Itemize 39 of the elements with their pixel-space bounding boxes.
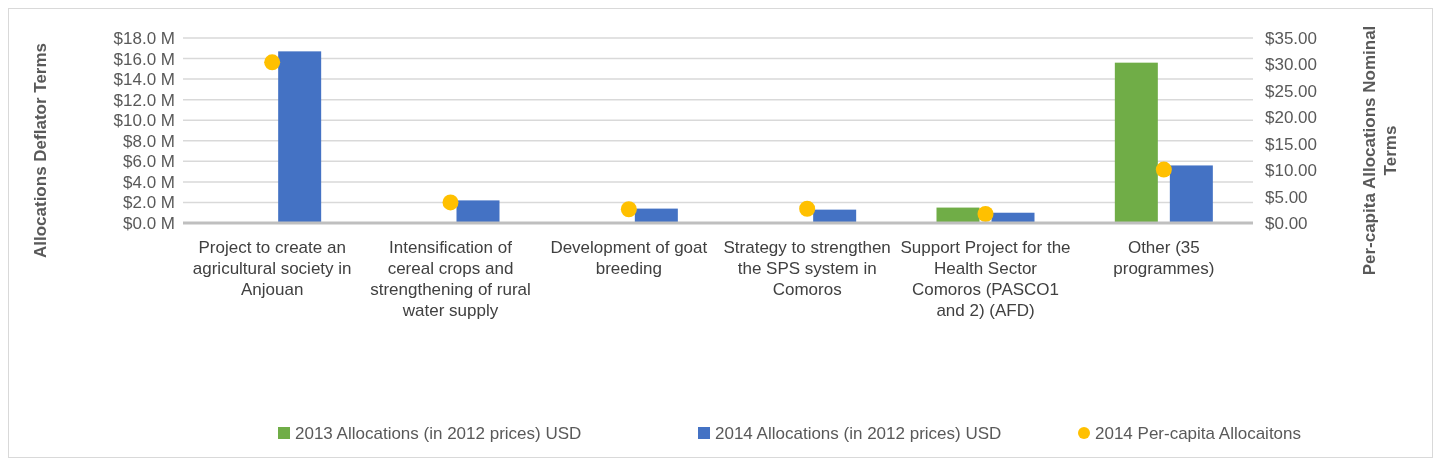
legend-label: 2014 Per-capita Allocaitons [1095,423,1302,443]
bar [1169,165,1213,223]
x-tick-label: Intensification of cereal crops and strengthening of rural water supply [370,238,531,320]
point [442,194,459,211]
point [620,201,637,218]
y-tick-label: $18.0 M [113,28,175,48]
y2-tick-label: $15.00 [1265,134,1317,154]
bar [456,200,500,223]
y-axis-title: Allocations Deflator Terms [31,42,50,259]
y2-tick-label: $35.00 [1265,28,1317,48]
y-tick-label: $6.0 M [123,152,175,172]
y-tick-label: $10.0 M [113,111,175,131]
y2-tick-label: $25.00 [1265,81,1317,101]
y-tick-label: $14.0 M [113,70,175,90]
bar [278,51,322,223]
x-tick-label: Development of goat breeding [550,238,708,278]
x-tick-label: Strategy to strengthen the SPS system in Comoros [723,238,891,299]
x-tick-label: Project to create an agricultural society in Anjouan [192,238,352,299]
y2-axis-title: Per-capita Allocations Nominal Terms [1360,25,1400,276]
point [1155,161,1172,178]
y2-tick-label: $30.00 [1265,55,1317,75]
legend-label: 2013 Allocations (in 2012 prices) USD [295,423,582,443]
point [799,200,816,217]
y2-tick-label: $20.00 [1265,108,1317,128]
y-tick-label: $2.0 M [123,193,175,213]
y2-tick-label: $10.00 [1265,161,1317,181]
point [977,206,994,223]
y-tick-label: $0.0 M [123,213,175,233]
point [264,54,281,71]
y-tick-label: $12.0 M [113,90,175,110]
y-tick-label: $16.0 M [113,49,175,69]
x-tick-label: Support Project for the Health Sector Comoros (PASCO1 and 2) (AFD) [900,238,1071,320]
y-tick-label: $4.0 M [123,172,175,192]
x-tick-label: Other (35 programmes) [1113,238,1215,278]
bar [1114,62,1158,223]
y2-tick-label: $0.00 [1265,213,1308,233]
y-tick-label: $8.0 M [123,131,175,151]
legend-label: 2014 Allocations (in 2012 prices) USD [715,423,1002,443]
y2-tick-label: $5.00 [1265,187,1308,207]
